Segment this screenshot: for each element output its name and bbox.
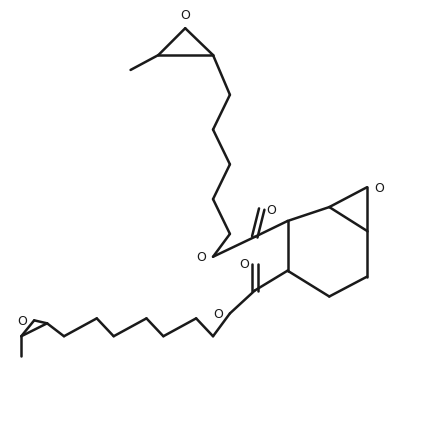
Text: O: O: [17, 314, 27, 327]
Text: O: O: [196, 251, 206, 264]
Text: O: O: [213, 307, 223, 320]
Text: O: O: [239, 258, 249, 271]
Text: O: O: [180, 9, 190, 22]
Text: O: O: [267, 203, 276, 216]
Text: O: O: [374, 181, 384, 194]
